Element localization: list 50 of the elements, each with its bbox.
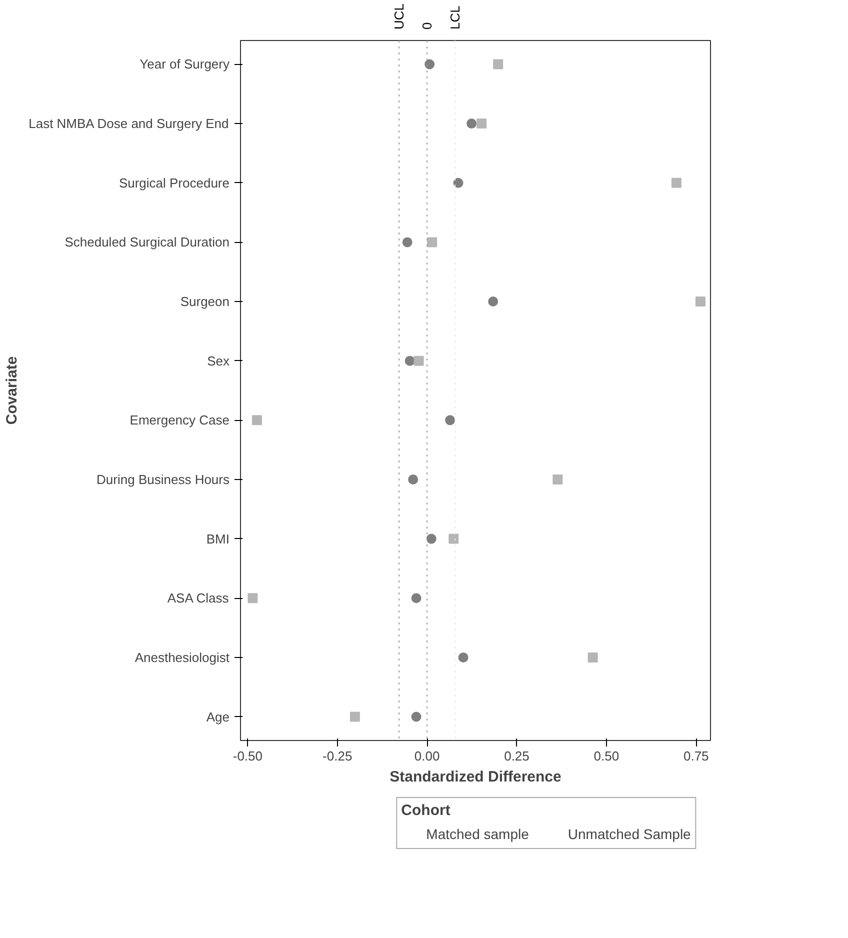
ref-line-label: LCL bbox=[448, 6, 463, 30]
point bbox=[427, 237, 438, 248]
point bbox=[411, 593, 422, 604]
y-tick-label: BMI bbox=[206, 531, 230, 546]
point bbox=[588, 652, 598, 662]
x-tick-label: 0.50 bbox=[594, 748, 620, 764]
point bbox=[252, 415, 262, 426]
point bbox=[695, 296, 706, 307]
y-tick-label: Surgeon bbox=[180, 294, 230, 310]
y-tick-label: Year of Surgery bbox=[140, 56, 230, 72]
y-tick-label: Anesthesiologist bbox=[134, 650, 230, 665]
text: Matched sample bbox=[426, 826, 529, 842]
x-tick-label: -0.25 bbox=[322, 748, 352, 764]
x-tick-label: 0.75 bbox=[684, 748, 709, 764]
text: Unmatched Sample bbox=[568, 826, 691, 842]
point bbox=[350, 712, 360, 722]
y-axis-title: Covariate bbox=[4, 356, 21, 425]
point bbox=[476, 118, 487, 129]
ref-line-label: UCL bbox=[392, 3, 407, 30]
y-tick-label: ASA Class bbox=[167, 590, 230, 606]
point bbox=[408, 474, 418, 484]
y-tick-label: Surgical Procedure bbox=[118, 175, 230, 190]
point bbox=[458, 652, 468, 662]
point bbox=[488, 296, 498, 307]
point bbox=[414, 356, 424, 366]
x-axis-title: Standardized Difference bbox=[390, 768, 562, 786]
point bbox=[445, 415, 456, 426]
y-tick-label: Emergency Case bbox=[130, 412, 230, 428]
ref-line-label: 0 bbox=[420, 22, 435, 30]
y-tick-label: Age bbox=[206, 709, 230, 724]
point bbox=[552, 474, 563, 484]
point bbox=[402, 237, 412, 248]
legend-title: Cohort bbox=[401, 802, 452, 819]
point bbox=[493, 59, 504, 70]
point bbox=[424, 59, 435, 70]
point bbox=[426, 534, 436, 544]
point bbox=[411, 712, 422, 722]
point bbox=[248, 593, 258, 604]
y-tick-label: Sex bbox=[207, 353, 230, 368]
point bbox=[671, 178, 682, 188]
y-tick-label: Scheduled Surgical Duration bbox=[64, 234, 230, 250]
x-tick-label: 0.00 bbox=[414, 748, 440, 764]
x-tick-label: -0.50 bbox=[232, 748, 262, 764]
y-tick-label: Last NMBA Dose and Surgery End bbox=[28, 116, 229, 132]
point bbox=[453, 178, 464, 188]
point bbox=[404, 356, 415, 366]
x-tick-label: 0.25 bbox=[504, 748, 530, 764]
point bbox=[448, 534, 459, 544]
y-tick-label: During Business Hours bbox=[96, 472, 230, 487]
point bbox=[466, 118, 477, 129]
